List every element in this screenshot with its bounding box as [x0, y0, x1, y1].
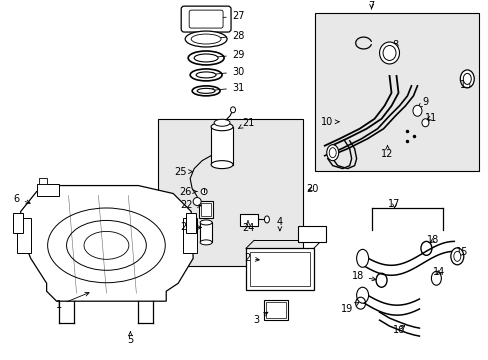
Bar — [245, 248, 313, 290]
Bar — [314, 13, 478, 171]
Text: 18: 18 — [351, 271, 375, 281]
Ellipse shape — [211, 161, 233, 168]
Ellipse shape — [200, 240, 212, 245]
Text: 29: 29 — [209, 50, 244, 60]
Ellipse shape — [192, 86, 220, 96]
Text: 2: 2 — [244, 253, 259, 263]
Bar — [183, 219, 197, 253]
Polygon shape — [20, 185, 193, 301]
Text: 21: 21 — [238, 118, 254, 128]
Text: 13: 13 — [459, 77, 471, 90]
Bar — [37, 184, 59, 195]
Ellipse shape — [379, 42, 399, 64]
Text: 7: 7 — [368, 1, 374, 11]
Ellipse shape — [196, 72, 216, 78]
Ellipse shape — [230, 107, 235, 113]
Text: 5: 5 — [127, 332, 133, 345]
Text: 31: 31 — [209, 83, 244, 93]
FancyBboxPatch shape — [181, 6, 230, 32]
Ellipse shape — [264, 216, 269, 223]
Text: 1: 1 — [56, 292, 89, 310]
Bar — [201, 203, 211, 216]
Ellipse shape — [356, 249, 368, 267]
Bar — [200, 222, 212, 242]
Text: 23: 23 — [180, 222, 201, 233]
Bar — [265, 302, 285, 318]
Text: 18: 18 — [427, 235, 439, 246]
Ellipse shape — [201, 189, 207, 194]
FancyBboxPatch shape — [189, 10, 223, 28]
Text: 9: 9 — [417, 97, 427, 107]
Ellipse shape — [421, 119, 428, 127]
Ellipse shape — [382, 45, 395, 60]
Ellipse shape — [197, 88, 215, 93]
Text: 20: 20 — [306, 184, 318, 194]
Ellipse shape — [459, 70, 473, 88]
Bar — [264, 300, 287, 320]
Ellipse shape — [193, 198, 201, 206]
Ellipse shape — [328, 148, 336, 158]
Ellipse shape — [194, 54, 218, 62]
Ellipse shape — [200, 220, 212, 225]
Text: 28: 28 — [209, 31, 244, 41]
Text: 4: 4 — [276, 217, 283, 231]
Text: 11: 11 — [425, 113, 437, 123]
Ellipse shape — [214, 119, 229, 126]
Text: 17: 17 — [387, 199, 400, 210]
Text: 26: 26 — [179, 186, 197, 197]
Bar — [39, 177, 46, 184]
Ellipse shape — [326, 145, 338, 161]
Text: 6: 6 — [14, 194, 30, 204]
Bar — [186, 213, 196, 233]
Ellipse shape — [185, 31, 226, 47]
Text: 14: 14 — [432, 267, 445, 277]
Bar — [13, 213, 22, 233]
Text: 30: 30 — [209, 67, 244, 77]
Ellipse shape — [453, 251, 460, 261]
Ellipse shape — [188, 51, 224, 65]
Text: 8: 8 — [387, 40, 398, 50]
Bar — [17, 219, 31, 253]
Text: 16: 16 — [392, 325, 405, 335]
Text: 12: 12 — [381, 145, 393, 159]
Text: 15: 15 — [455, 247, 468, 257]
Bar — [199, 201, 213, 219]
Ellipse shape — [211, 123, 233, 131]
Text: 22: 22 — [180, 201, 201, 211]
Ellipse shape — [450, 248, 463, 265]
Text: 10: 10 — [320, 117, 338, 127]
Bar — [158, 119, 302, 266]
Bar — [297, 226, 325, 242]
Bar — [240, 215, 258, 226]
Ellipse shape — [191, 34, 221, 44]
Text: 3: 3 — [252, 312, 267, 325]
Ellipse shape — [412, 105, 421, 116]
Ellipse shape — [462, 73, 470, 84]
Bar — [211, 127, 233, 165]
Text: 25: 25 — [174, 167, 192, 177]
Text: 24: 24 — [241, 221, 254, 233]
Ellipse shape — [356, 287, 368, 303]
Ellipse shape — [190, 69, 222, 81]
Text: 27: 27 — [209, 11, 244, 21]
Text: 19: 19 — [340, 303, 358, 314]
Bar — [249, 252, 309, 286]
